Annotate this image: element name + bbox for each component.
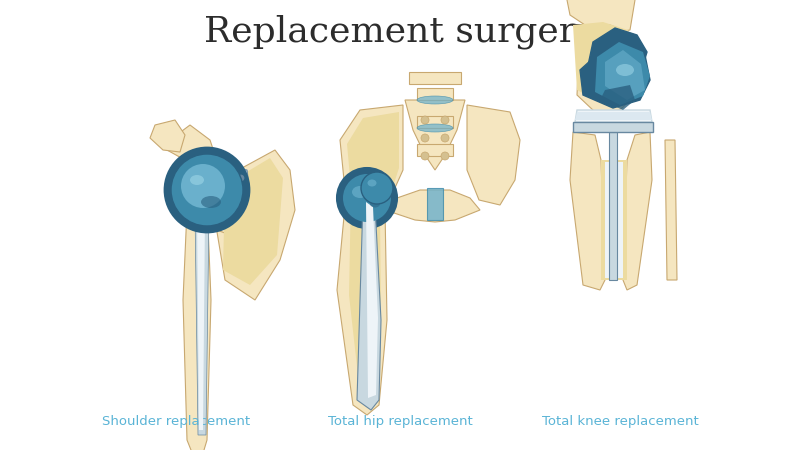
Circle shape	[421, 116, 429, 124]
Ellipse shape	[201, 196, 221, 208]
Polygon shape	[600, 85, 635, 110]
Circle shape	[181, 164, 225, 208]
Polygon shape	[197, 214, 205, 430]
Polygon shape	[605, 50, 645, 100]
Circle shape	[441, 116, 449, 124]
Ellipse shape	[367, 180, 377, 186]
Polygon shape	[417, 144, 453, 156]
Polygon shape	[609, 132, 617, 280]
Polygon shape	[150, 120, 185, 152]
Polygon shape	[570, 132, 605, 290]
Circle shape	[441, 134, 449, 142]
Polygon shape	[587, 28, 647, 80]
Polygon shape	[357, 200, 381, 410]
Polygon shape	[580, 42, 650, 108]
Polygon shape	[577, 25, 645, 112]
Text: Total knee replacement: Total knee replacement	[542, 414, 698, 428]
Polygon shape	[601, 160, 627, 280]
Circle shape	[175, 158, 239, 222]
Polygon shape	[665, 140, 677, 280]
Polygon shape	[213, 190, 250, 240]
Polygon shape	[183, 200, 211, 450]
Circle shape	[232, 189, 238, 195]
Circle shape	[238, 175, 244, 181]
Polygon shape	[565, 0, 635, 35]
Polygon shape	[409, 72, 461, 84]
Polygon shape	[167, 125, 215, 165]
Ellipse shape	[352, 186, 368, 198]
Polygon shape	[195, 212, 209, 435]
Polygon shape	[215, 150, 295, 300]
Polygon shape	[575, 110, 652, 122]
Polygon shape	[417, 116, 453, 128]
Text: Total hip replacement: Total hip replacement	[328, 414, 472, 428]
Polygon shape	[223, 168, 249, 202]
Polygon shape	[595, 42, 650, 105]
Polygon shape	[623, 132, 652, 290]
Polygon shape	[385, 190, 480, 222]
Polygon shape	[575, 112, 652, 120]
Polygon shape	[417, 88, 453, 100]
Polygon shape	[197, 152, 225, 182]
Ellipse shape	[370, 201, 380, 207]
Polygon shape	[427, 188, 443, 220]
Circle shape	[235, 182, 241, 188]
Polygon shape	[573, 122, 653, 132]
Polygon shape	[467, 105, 520, 205]
Text: Shoulder replacement: Shoulder replacement	[102, 414, 250, 428]
Polygon shape	[223, 158, 283, 285]
Circle shape	[337, 168, 397, 228]
Circle shape	[171, 154, 243, 226]
Ellipse shape	[417, 96, 453, 104]
Circle shape	[343, 174, 391, 222]
Polygon shape	[605, 162, 623, 278]
Circle shape	[165, 148, 249, 232]
Ellipse shape	[417, 124, 453, 132]
Circle shape	[441, 152, 449, 160]
Ellipse shape	[190, 175, 204, 185]
Polygon shape	[573, 22, 637, 105]
Polygon shape	[405, 100, 465, 170]
Circle shape	[421, 134, 429, 142]
Polygon shape	[340, 105, 403, 220]
Polygon shape	[366, 202, 378, 398]
Polygon shape	[349, 192, 381, 402]
Circle shape	[361, 172, 393, 204]
Ellipse shape	[616, 64, 634, 76]
Circle shape	[421, 152, 429, 160]
Polygon shape	[347, 112, 399, 214]
Text: Replacement surgery: Replacement surgery	[204, 15, 596, 49]
Polygon shape	[337, 185, 387, 415]
